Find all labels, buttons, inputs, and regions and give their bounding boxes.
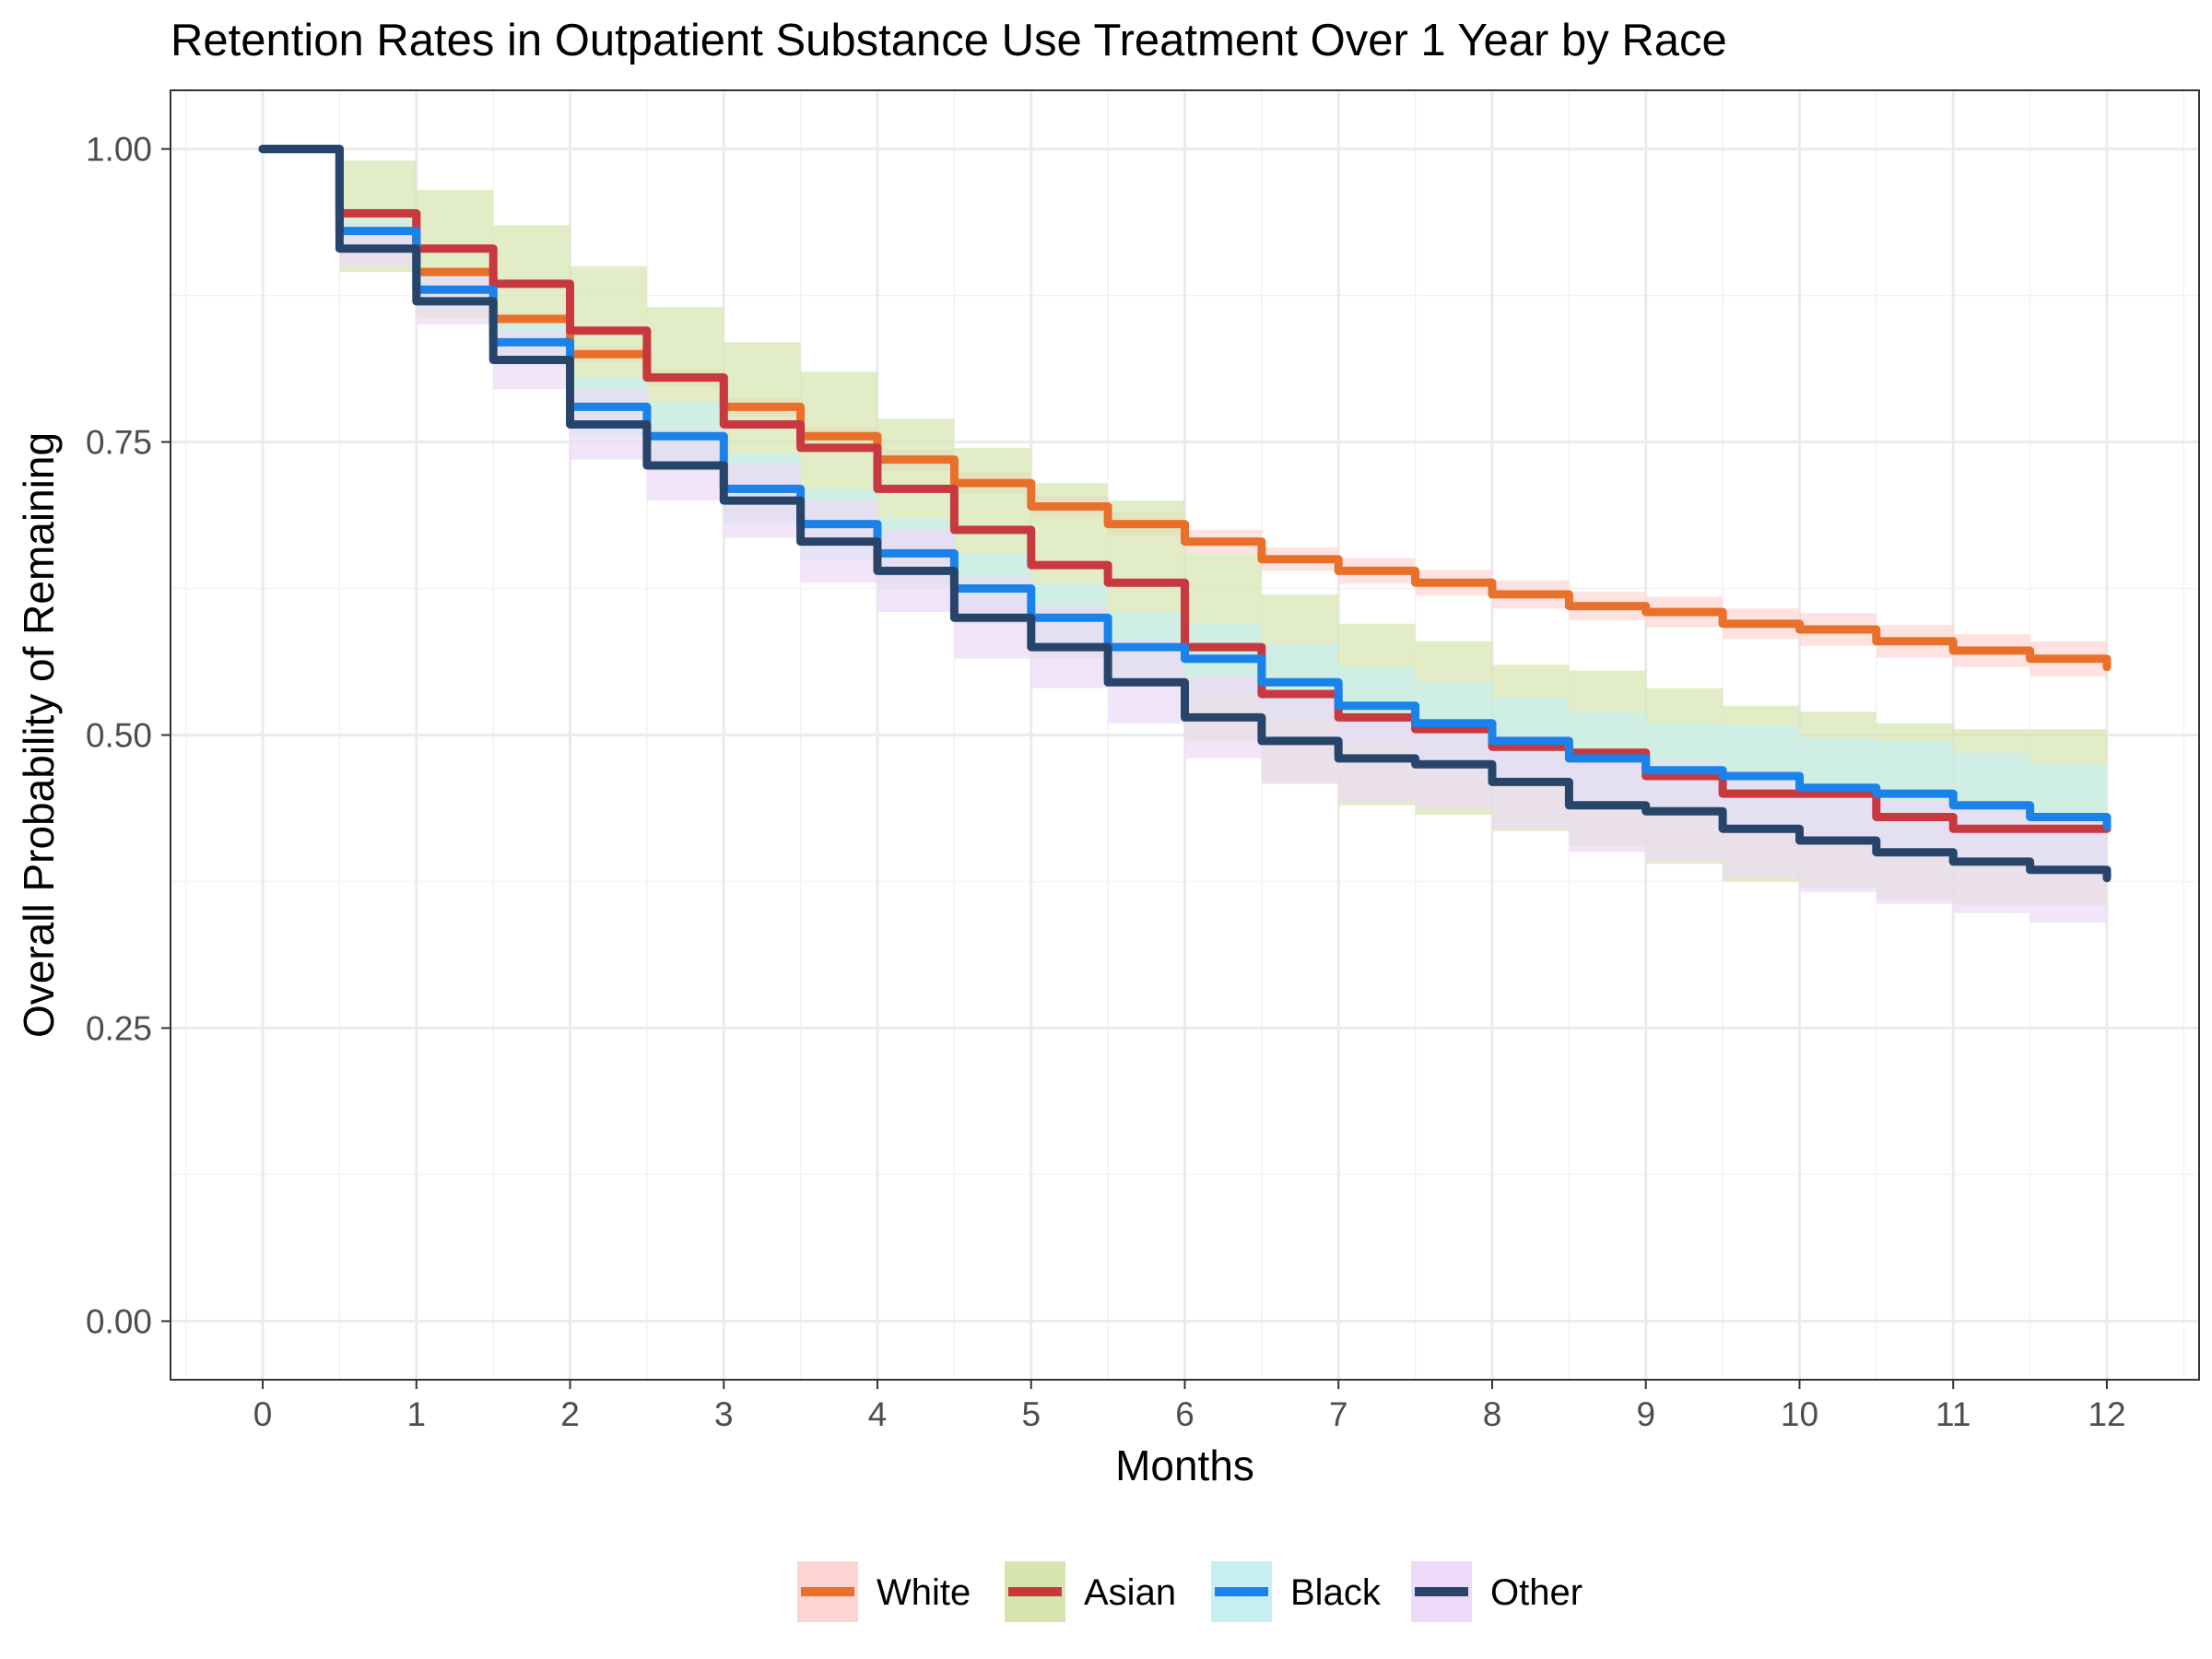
legend-label-other: Other [1490, 1572, 1583, 1613]
y-tick-label: 0.25 [86, 1009, 152, 1047]
x-tick-label: 10 [1781, 1395, 1818, 1433]
x-axis-title: Months [1115, 1441, 1254, 1489]
y-tick-label: 0.75 [86, 424, 152, 462]
x-tick-label: 11 [1936, 1395, 1971, 1433]
x-tick-label: 8 [1483, 1395, 1502, 1433]
legend-label-black: Black [1290, 1572, 1382, 1613]
white-confidence-band [263, 148, 2107, 685]
y-axis-title: Overall Probability of Remaining [15, 432, 63, 1038]
y-axis: 0.00 0.25 0.50 0.75 1.00 [86, 131, 171, 1340]
x-tick-label: 0 [253, 1395, 273, 1433]
legend-item-asian: Asian [1005, 1561, 1176, 1622]
other-survival-line [258, 145, 2112, 883]
y-tick-label: 0.50 [86, 717, 152, 755]
legend-item-white: White [797, 1561, 971, 1622]
x-tick-label: 4 [868, 1395, 888, 1433]
x-tick-label: 2 [560, 1395, 580, 1433]
legend-item-other: Other [1411, 1561, 1583, 1622]
y-tick-label: 0.00 [86, 1302, 152, 1340]
x-tick-label: 1 [406, 1395, 426, 1433]
x-tick-label: 9 [1636, 1395, 1655, 1433]
asian-survival-line [258, 145, 2112, 833]
chart-title: Retention Rates in Outpatient Substance … [171, 16, 1727, 65]
x-tick-label: 5 [1021, 1395, 1041, 1433]
x-tick-label: 3 [714, 1395, 734, 1433]
x-tick-label: 6 [1175, 1395, 1194, 1433]
legend: White Asian Black Other [797, 1561, 1583, 1622]
x-tick-label: 7 [1329, 1395, 1348, 1433]
x-tick-label: 12 [2088, 1395, 2125, 1433]
x-axis: 0 1 2 3 4 5 6 7 8 9 10 11 12 [253, 1380, 2126, 1433]
y-tick-label: 1.00 [86, 131, 152, 169]
legend-label-white: White [877, 1572, 971, 1613]
survival-lines [258, 145, 2112, 883]
legend-label-asian: Asian [1084, 1572, 1176, 1613]
legend-item-black: Black [1211, 1561, 1382, 1622]
